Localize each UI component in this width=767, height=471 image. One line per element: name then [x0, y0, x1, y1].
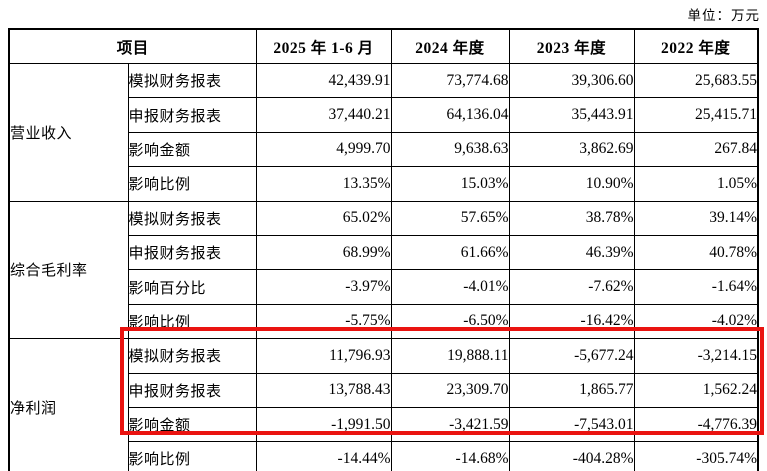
table-row: 影响比例 -14.44% -14.68% -404.28% -305.74% — [9, 441, 759, 471]
cell-value: -1,991.50 — [255, 406, 392, 443]
cell-value: 73,774.68 — [390, 62, 510, 99]
header-row: 项目 2025 年 1-6 月 2024 年度 2023 年度 2022 年度 — [8, 28, 759, 64]
cell-value: 61.66% — [390, 234, 510, 271]
cell-value: 46.39% — [508, 234, 635, 271]
cell-value: -14.68% — [390, 441, 510, 471]
cell-value: -3,214.15 — [633, 338, 759, 374]
table-row: 营业收入 模拟财务报表 42,439.91 73,774.68 39,306.6… — [8, 62, 759, 202]
cell-value: 9,638.63 — [390, 131, 510, 168]
cell-value: -5,677.24 — [508, 338, 635, 374]
row-label: 申报财务报表 — [127, 97, 257, 133]
cell-value: 267.84 — [633, 131, 759, 168]
table-row: 影响金额 4,999.70 9,638.63 3,862.69 267.84 — [9, 131, 759, 168]
cell-value: -7,543.01 — [508, 406, 635, 443]
row-label: 影响金额 — [127, 131, 257, 168]
row-label: 影响金额 — [127, 406, 257, 443]
header-item: 项目 — [8, 28, 257, 64]
cell-value: -305.74% — [633, 441, 759, 471]
cell-value: -4.01% — [390, 269, 510, 305]
cell-value: 11,796.93 — [255, 338, 392, 374]
table-row: 净利润 模拟财务报表 11,796.93 19,888.11 -5,677.24… — [8, 338, 759, 471]
cell-value: 3,862.69 — [508, 131, 635, 168]
cell-value: -16.42% — [508, 303, 635, 340]
cell-value: 15.03% — [390, 166, 510, 202]
cell-value: -14.44% — [255, 441, 392, 471]
cell-value: 23,309.70 — [390, 372, 510, 408]
cell-value: 40.78% — [633, 234, 759, 271]
group-label-revenue: 营业收入 — [8, 63, 129, 202]
table-row: 影响比例 -5.75% -6.50% -16.42% -4.02% — [9, 303, 759, 340]
cell-value: 25,415.71 — [633, 97, 759, 133]
cell-value: 13.35% — [255, 166, 392, 202]
cell-value: -1.64% — [633, 269, 759, 305]
cell-value: -6.50% — [390, 303, 510, 340]
row-label: 申报财务报表 — [127, 372, 257, 408]
row-label: 影响比例 — [127, 303, 257, 340]
financial-table: 项目 2025 年 1-6 月 2024 年度 2023 年度 2022 年度 … — [8, 28, 759, 471]
cell-value: -4,776.39 — [633, 406, 759, 443]
row-label: 模拟财务报表 — [127, 200, 257, 236]
cell-value: 1,562.24 — [633, 372, 759, 408]
cell-value: 37,440.21 — [255, 97, 392, 133]
table-row: 申报财务报表 68.99% 61.66% 46.39% 40.78% — [9, 234, 759, 271]
row-label: 影响百分比 — [127, 269, 257, 305]
cell-value: 42,439.91 — [255, 62, 392, 99]
cell-value: 1,865.77 — [508, 372, 635, 408]
row-label: 影响比例 — [127, 166, 257, 202]
table-row: 影响百分比 -3.97% -4.01% -7.62% -1.64% — [9, 269, 759, 305]
cell-value: 19,888.11 — [390, 338, 510, 374]
row-label: 影响比例 — [127, 441, 257, 471]
row-label: 模拟财务报表 — [127, 62, 257, 99]
cell-value: -3.97% — [255, 269, 392, 305]
cell-value: -404.28% — [508, 441, 635, 471]
cell-value: -7.62% — [508, 269, 635, 305]
cell-value: 64,136.04 — [390, 97, 510, 133]
group-label-gross-margin: 综合毛利率 — [8, 200, 129, 340]
cell-value: 68.99% — [255, 234, 392, 271]
cell-value: -5.75% — [255, 303, 392, 340]
cell-value: 1.05% — [633, 166, 759, 202]
row-label: 申报财务报表 — [127, 234, 257, 271]
table-row: 影响比例 13.35% 15.03% 10.90% 1.05% — [9, 166, 759, 202]
table-row: 综合毛利率 模拟财务报表 65.02% 57.65% 38.78% 39.14% — [8, 200, 759, 340]
header-2025-h1: 2025 年 1-6 月 — [255, 28, 392, 64]
cell-value: 39.14% — [633, 200, 759, 236]
unit-label: 单位：万元 — [687, 8, 760, 23]
group-label-net-profit: 净利润 — [8, 338, 129, 471]
header-2023: 2023 年度 — [508, 28, 635, 64]
table-row: 申报财务报表 37,440.21 64,136.04 35,443.91 25,… — [9, 97, 759, 133]
cell-value: 65.02% — [255, 200, 392, 236]
cell-value: 10.90% — [508, 166, 635, 202]
cell-value: 39,306.60 — [508, 62, 635, 99]
cell-value: 35,443.91 — [508, 97, 635, 133]
header-2022: 2022 年度 — [633, 28, 759, 64]
cell-value: 57.65% — [390, 200, 510, 236]
cell-value: -3,421.59 — [390, 406, 510, 443]
cell-value: -4.02% — [633, 303, 759, 340]
header-2024: 2024 年度 — [390, 28, 510, 64]
cell-value: 13,788.43 — [255, 372, 392, 408]
cell-value: 38.78% — [508, 200, 635, 236]
cell-value: 4,999.70 — [255, 131, 392, 168]
row-label: 模拟财务报表 — [127, 338, 257, 374]
cell-value: 25,683.55 — [633, 62, 759, 99]
